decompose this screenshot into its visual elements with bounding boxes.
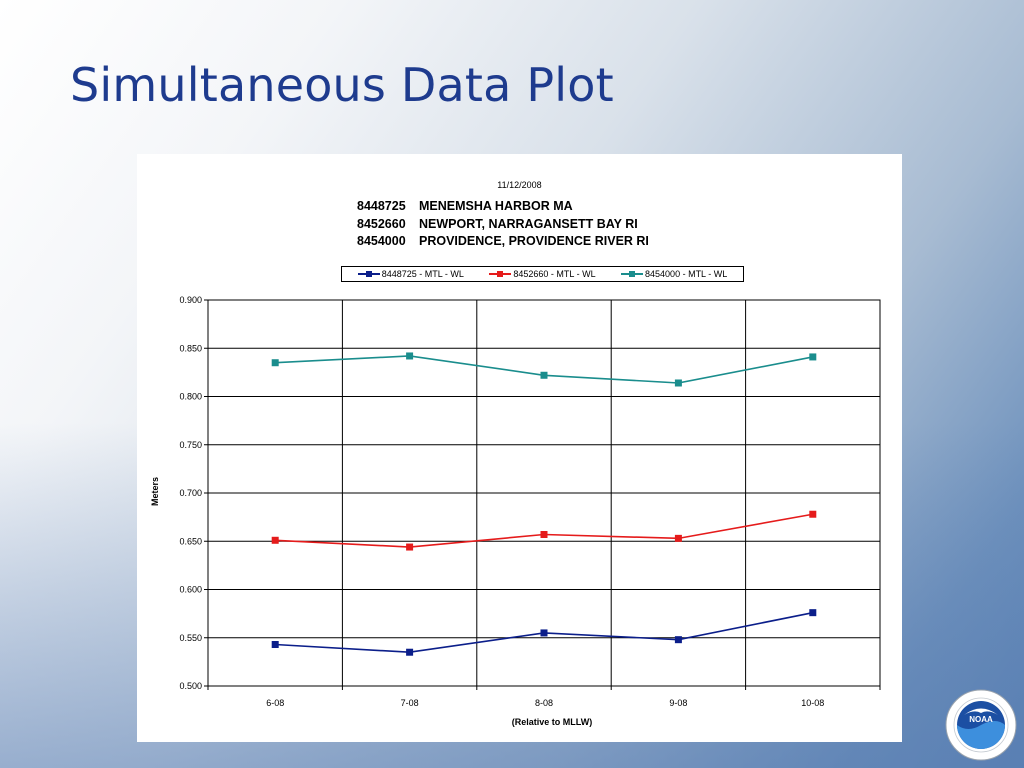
data-point [271, 536, 279, 544]
x-tick-label: 9-08 [669, 698, 687, 708]
chart-legend: 8448725 - MTL - WL 8452660 - MTL - WL 84… [341, 266, 744, 282]
legend-label: 8448725 - MTL - WL [381, 269, 464, 279]
station-line: 8448725 MENEMSHA HARBOR MA [357, 198, 649, 216]
legend-item: 8448725 - MTL - WL [357, 269, 464, 279]
station-name: PROVIDENCE, PROVIDENCE RIVER RI [419, 234, 649, 248]
noaa-logo-icon: NOAA [945, 689, 1017, 761]
data-point [406, 648, 414, 656]
x-tick-label: 6-08 [266, 698, 284, 708]
station-line: 8454000 PROVIDENCE, PROVIDENCE RIVER RI [357, 233, 649, 251]
data-point [809, 353, 817, 361]
data-point [540, 530, 548, 538]
data-point [540, 629, 548, 637]
legend-label: 8452660 - MTL - WL [513, 269, 596, 279]
legend-swatch [357, 270, 380, 278]
legend-item: 8454000 - MTL - WL [621, 269, 727, 279]
data-point [674, 636, 682, 644]
data-point [809, 609, 817, 617]
y-tick-label: 0.700 [179, 488, 202, 498]
data-point [406, 543, 414, 551]
data-point [809, 510, 817, 518]
station-line: 8452660 NEWPORT, NARRAGANSETT BAY RI [357, 216, 649, 234]
station-id: 8454000 [357, 234, 406, 248]
station-name: MENEMSHA HARBOR MA [419, 199, 573, 213]
y-tick-label: 0.750 [179, 440, 202, 450]
y-tick-label: 0.850 [179, 343, 202, 353]
x-tick-label: 10-08 [801, 698, 824, 708]
y-tick-label: 0.550 [179, 633, 202, 643]
station-id: 8448725 [357, 199, 406, 213]
y-tick-label: 0.600 [179, 585, 202, 595]
data-point [674, 534, 682, 542]
y-tick-label: 0.500 [179, 681, 202, 691]
station-name: NEWPORT, NARRAGANSETT BAY RI [419, 216, 638, 231]
station-list: 8448725 MENEMSHA HARBOR MA 8452660 NEWPORT… [357, 198, 649, 251]
y-axis-title: Meters [150, 476, 160, 506]
legend-item: 8452660 - MTL - WL [489, 269, 596, 279]
legend-label: 8454000 - MTL - WL [645, 269, 728, 279]
chart-panel: 11/12/2008 8448725 MENEMSHA HARBOR MA 845… [137, 154, 902, 742]
x-tick-label: 8-08 [535, 698, 553, 708]
x-tick-label: 7-08 [401, 698, 419, 708]
y-tick-label: 0.900 [179, 295, 202, 305]
station-id: 8452660 [357, 216, 406, 231]
chart-date: 11/12/2008 [497, 180, 542, 190]
x-axis-title: (Relative to MLLW) [511, 717, 593, 727]
data-point [540, 371, 548, 379]
legend-swatch [621, 270, 644, 278]
y-tick-label: 0.650 [179, 536, 202, 546]
line-chart: 0.900 0.850 0.800 0.750 0.700 0.650 0.600 0.550… [179, 295, 881, 708]
slide-title: Simultaneous Data Plot [70, 58, 614, 112]
data-point [674, 379, 682, 387]
legend-swatch [489, 270, 512, 278]
data-point [271, 359, 279, 367]
data-point [406, 352, 414, 360]
logo-text: NOAA [969, 715, 993, 724]
data-point [271, 641, 279, 649]
y-tick-label: 0.800 [179, 392, 202, 402]
